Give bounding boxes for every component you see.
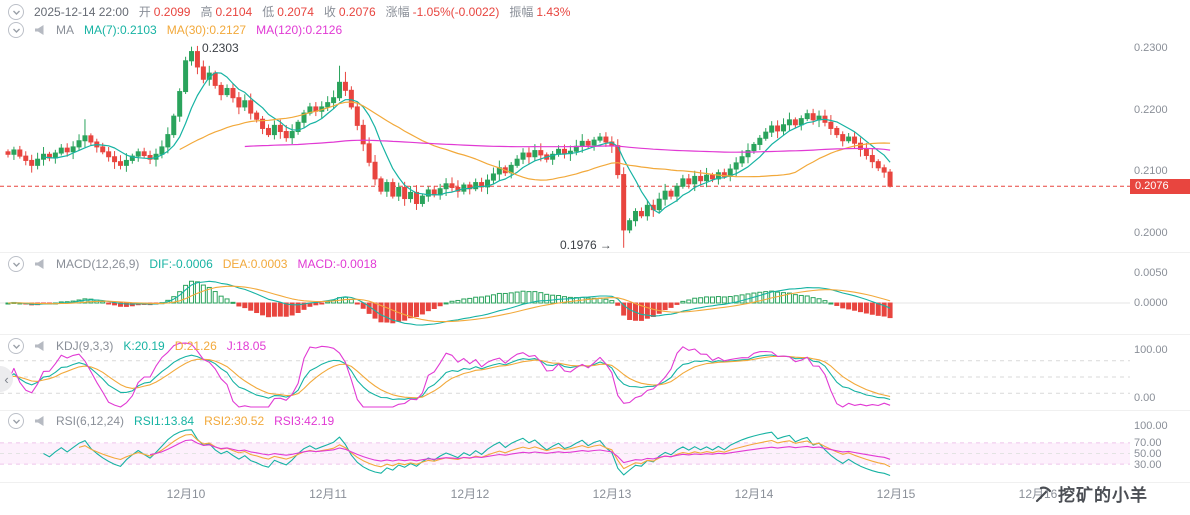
x-axis-label: 12月11 bbox=[309, 487, 347, 501]
high-label: 高 bbox=[200, 5, 213, 19]
collapse-chevron-icon[interactable] bbox=[8, 22, 24, 38]
ma-indicator-bar: MA MA(7):0.2103 MA(30):0.2127 MA(120):0.… bbox=[8, 22, 342, 38]
close-value: 0.2076 bbox=[338, 5, 376, 19]
collapse-chevron-icon[interactable] bbox=[8, 413, 24, 429]
dea-value: DEA:0.0003 bbox=[222, 257, 288, 271]
chevron-down-icon bbox=[12, 344, 20, 349]
amplitude-value: 1.43% bbox=[536, 5, 571, 19]
x-axis-label: 12月15 bbox=[876, 487, 916, 501]
macd-axis-label: 0.0050 bbox=[1134, 267, 1168, 279]
rsi1-value: RSI1:13.84 bbox=[134, 414, 195, 428]
ma-title: MA bbox=[56, 23, 74, 37]
kdj-title: KDJ(9,3,3) bbox=[56, 339, 114, 353]
open-value: 0.2099 bbox=[153, 5, 191, 19]
rsi-axis-label: 70.00 bbox=[1134, 437, 1162, 449]
kdj-header: KDJ(9,3,3) K:20.19 D:21.26 J:18.05 bbox=[8, 338, 266, 354]
right-arrow-icon: → bbox=[599, 238, 612, 252]
candle-datetime: 2025-12-14 22:00 bbox=[34, 5, 129, 19]
change-label: 涨幅 bbox=[385, 5, 410, 19]
price-axis-label: 0.2000 bbox=[1134, 227, 1168, 239]
rsi-axis-label: 50.00 bbox=[1134, 448, 1162, 460]
megaphone-icon[interactable] bbox=[34, 340, 46, 352]
x-axis-label: 12月12 bbox=[450, 487, 490, 501]
macd-panel-canvas[interactable] bbox=[0, 252, 1190, 334]
collapse-chevron-icon[interactable] bbox=[8, 338, 24, 354]
ma7-value: MA(7):0.2103 bbox=[84, 23, 157, 37]
kdj-axis-label: 0.00 bbox=[1134, 392, 1156, 404]
high-value: 0.2104 bbox=[215, 5, 253, 19]
chevron-down-icon bbox=[12, 262, 20, 267]
low-value: 0.2074 bbox=[277, 5, 314, 19]
price-axis-label: 0.2200 bbox=[1134, 104, 1168, 116]
rsi-header: RSI(6,12,24) RSI1:13.84 RSI2:30.52 RSI3:… bbox=[8, 413, 334, 429]
watermark: 挖矿的小羊 bbox=[1034, 481, 1148, 506]
x-axis-label: 12月16 bbox=[1018, 487, 1058, 501]
panel-divider bbox=[0, 410, 1190, 411]
price-axis-label: 0.2100 bbox=[1134, 165, 1168, 177]
last-price-tag: 0.2076 bbox=[1130, 179, 1190, 194]
x-axis-label: 12月10 bbox=[166, 487, 206, 501]
ohlc-info-bar: 2025-12-14 22:00 开 0.2099 高 0.2104 低 0.2074… bbox=[8, 4, 570, 20]
high-extreme-value: 0.2303 bbox=[202, 41, 239, 55]
low-extreme-value: 0.1976 bbox=[560, 238, 597, 252]
megaphone-icon[interactable] bbox=[34, 415, 46, 427]
rsi-axis-label: 100.00 bbox=[1134, 420, 1168, 432]
megaphone-icon[interactable] bbox=[34, 24, 46, 36]
macd-axis-label: 0.0000 bbox=[1134, 297, 1168, 309]
ma30-value: MA(30):0.2127 bbox=[166, 23, 247, 37]
chevron-down-icon bbox=[12, 28, 20, 33]
macd-header: MACD(12,26,9) DIF:-0.0006 DEA:0.0003 MAC… bbox=[8, 256, 377, 272]
panel-divider bbox=[0, 482, 1190, 483]
kdj-axis-label: 100.00 bbox=[1134, 344, 1168, 356]
rsi-axis-label: 30.00 bbox=[1134, 459, 1162, 471]
chevron-down-icon bbox=[12, 10, 20, 15]
collapse-chevron-icon[interactable] bbox=[8, 4, 24, 20]
d-value: D:21.26 bbox=[174, 339, 217, 353]
k-value: K:20.19 bbox=[123, 339, 165, 353]
rsi-panel-canvas[interactable] bbox=[0, 410, 1190, 482]
panel-divider bbox=[0, 252, 1190, 253]
x-axis-label: 12月14 bbox=[734, 487, 774, 501]
rsi-title: RSI(6,12,24) bbox=[56, 414, 125, 428]
chevron-down-icon bbox=[12, 419, 20, 424]
rsi2-value: RSI2:30.52 bbox=[204, 414, 265, 428]
watermark-text: 挖矿的小羊 bbox=[1058, 486, 1148, 505]
pane-collapse-handle[interactable]: ‹ bbox=[0, 366, 13, 392]
j-value: J:18.05 bbox=[226, 339, 267, 353]
rsi3-value: RSI3:42.19 bbox=[274, 414, 335, 428]
x-axis-label: 12月13 bbox=[592, 487, 632, 501]
macd-value: MACD:-0.0018 bbox=[297, 257, 377, 271]
close-label: 收 bbox=[323, 5, 336, 19]
price-axis-label: 0.2300 bbox=[1134, 42, 1168, 54]
low-label: 低 bbox=[262, 5, 275, 19]
change-value: -1.05%(-0.0022) bbox=[412, 5, 500, 19]
amplitude-label: 振幅 bbox=[509, 5, 534, 19]
collapse-chevron-icon[interactable] bbox=[8, 256, 24, 272]
open-label: 开 bbox=[138, 5, 151, 19]
macd-title: MACD(12,26,9) bbox=[56, 257, 140, 271]
megaphone-icon[interactable] bbox=[34, 258, 46, 270]
kdj-panel-canvas[interactable] bbox=[0, 334, 1190, 410]
ma120-value: MA(120):0.2126 bbox=[256, 23, 343, 37]
main-chart-canvas[interactable] bbox=[0, 0, 1190, 252]
high-extreme-annotation: 0.2303 bbox=[202, 41, 239, 55]
low-extreme-annotation: 0.1976 → bbox=[560, 238, 612, 252]
pickaxe-icon bbox=[1035, 486, 1052, 502]
panel-divider bbox=[0, 334, 1190, 335]
dif-value: DIF:-0.0006 bbox=[149, 257, 213, 271]
